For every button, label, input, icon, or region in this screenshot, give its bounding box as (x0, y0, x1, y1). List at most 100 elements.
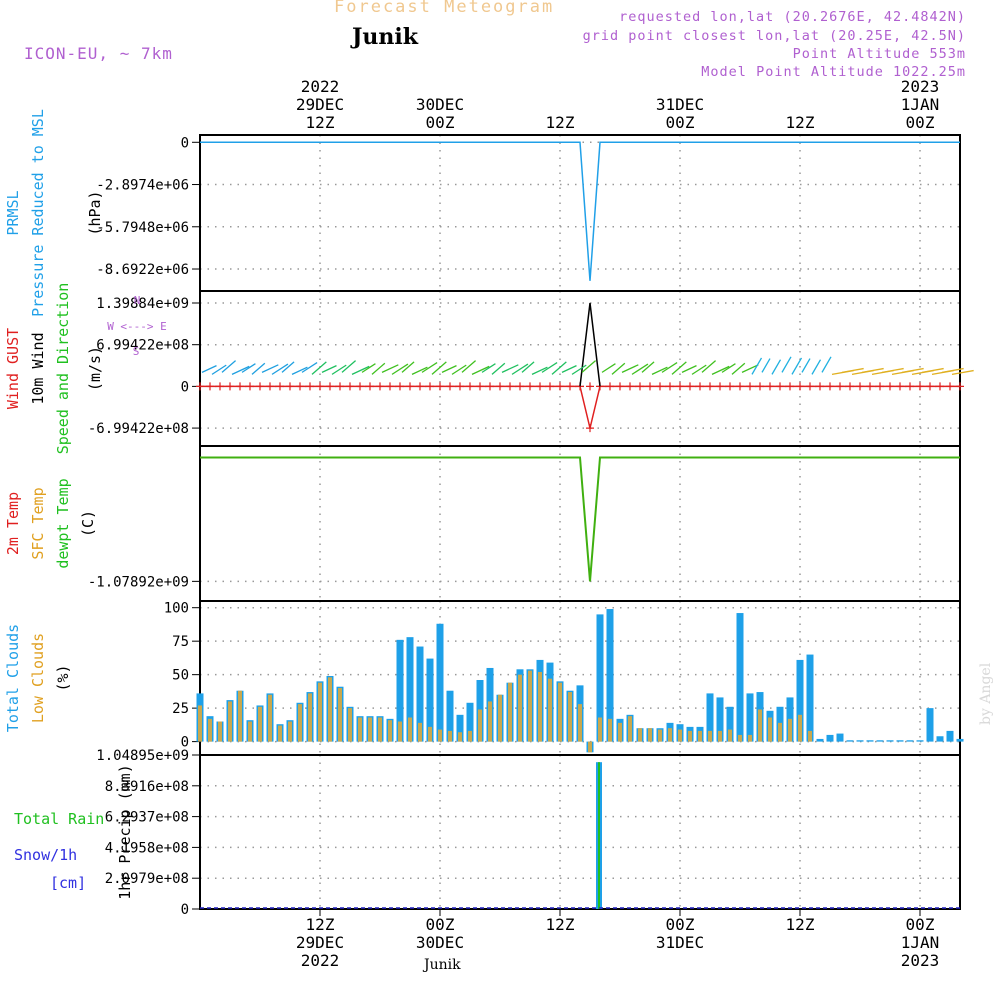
wind-arrow (601, 363, 616, 373)
total-cloud-bar (876, 740, 884, 742)
low-cloud-bar (738, 734, 742, 742)
time-label-bottom: 30DEC (416, 933, 464, 952)
grid-point-coords: grid point closest lon,lat (20.25E, 42.5… (582, 28, 966, 44)
time-label-top: 2023 (901, 77, 940, 96)
y-unit-label: (m/s) (86, 346, 104, 391)
wind-arrow (761, 358, 771, 373)
low-cloud-bar (288, 721, 292, 742)
total-cloud-bar (866, 740, 874, 742)
precip-title: [cm] (50, 874, 86, 892)
wind-arrow (711, 365, 730, 375)
time-label-top: 00Z (426, 113, 455, 132)
wind-arrow (201, 365, 217, 373)
low-cloud-bar (808, 730, 812, 742)
compass-label: N (134, 294, 141, 307)
y-tick-label: -1.07892e+09 (88, 574, 189, 590)
low-cloud-bar (208, 718, 212, 742)
y-tick-label: 8.3916e+08 (105, 779, 189, 795)
time-label-top: 00Z (666, 113, 695, 132)
low-cloud-bar (448, 730, 452, 742)
wind-arrow (351, 365, 370, 375)
low-cloud-bar (528, 670, 532, 742)
y-tick-label: 0 (181, 902, 189, 918)
panel-frame (199, 134, 961, 292)
wind-arrow (901, 367, 924, 374)
wind-arrow (221, 360, 237, 373)
wind-arrow (391, 363, 409, 375)
low-cloud-bar (728, 729, 732, 742)
compass-label: W <---> E (107, 320, 167, 333)
wind-arrow (751, 357, 763, 375)
low-cloud-bar (658, 729, 662, 742)
wind-arrow (691, 364, 707, 375)
low-cloud-bar (348, 708, 352, 742)
low-cloud-bar (608, 718, 612, 742)
total-cloud-bar (806, 654, 814, 742)
wind-arrow (471, 365, 490, 375)
time-label-bottom: 1JAN (901, 933, 940, 952)
model-altitude: Model Point Altitude 1022.25m (701, 64, 966, 80)
total-cloud-bar (716, 697, 724, 742)
time-label-top: 00Z (906, 113, 935, 132)
watermark: by Angel (978, 662, 994, 725)
wind-arrow (381, 364, 399, 373)
low-cloud-bar (698, 730, 702, 742)
wind-arrow (281, 361, 295, 373)
gust-marker (586, 424, 594, 433)
time-label-bottom: 12Z (306, 915, 335, 934)
y-axis-title: Speed and Direction (54, 283, 72, 455)
low-cloud-bar (578, 704, 582, 742)
wind-arrow (951, 369, 974, 376)
wind-arrow (781, 356, 792, 373)
wind-arrow (271, 363, 289, 375)
total-cloud-bar (746, 693, 754, 742)
low-cloud-bar (708, 730, 712, 742)
low-cloud-bar (248, 721, 252, 742)
wind-arrow (211, 364, 227, 375)
y-axis-title: Pressure Reduced to MSL (29, 109, 47, 317)
wind-arrow (401, 361, 415, 373)
low-cloud-bar (418, 722, 422, 742)
wind-arrow (811, 359, 822, 375)
wind-arrow (451, 364, 467, 375)
low-cloud-bar (228, 701, 232, 742)
total-cloud-bar (856, 740, 864, 742)
time-label-bottom: 31DEC (656, 933, 704, 952)
time-label-bottom: 00Z (666, 915, 695, 934)
wind-arrow (631, 363, 649, 375)
y-axis-title: Total Clouds (4, 624, 22, 732)
y-tick-label: 0 (181, 735, 189, 751)
low-cloud-bar (398, 721, 402, 742)
low-cloud-bar (748, 734, 752, 742)
chart-title: Forecast Meteogram (334, 0, 555, 17)
wind-arrow (251, 362, 266, 375)
total-cloud-bar (886, 740, 894, 742)
y-tick-label: 4.1958e+08 (105, 840, 189, 856)
low-cloud-bar (638, 728, 642, 742)
wind-arrow (501, 364, 519, 373)
wind-arrow (921, 367, 944, 374)
wind-arrow (581, 360, 597, 373)
y-axis-title: 10m Wind (29, 332, 47, 404)
time-label-bottom: 2022 (301, 951, 340, 970)
low-cloud-bar (378, 717, 382, 742)
total-cloud-bar (936, 736, 944, 742)
wind-arrow (841, 367, 864, 374)
wind-arrow (571, 364, 587, 375)
total-cloud-bar (896, 740, 904, 742)
footer-location: Junik (424, 957, 461, 973)
panel-frame (199, 754, 961, 910)
requested-coords: requested lon,lat (20.2676E, 42.4842N) (619, 9, 966, 25)
wind-arrow (611, 362, 626, 375)
low-cloud-bar (358, 717, 362, 742)
low-cloud-bar (628, 716, 632, 742)
low-cloud-bar (338, 688, 342, 742)
time-label-bottom: 12Z (546, 915, 575, 934)
wind-arrow (291, 366, 308, 375)
wind-arrow (331, 364, 347, 375)
wind-arrow (651, 366, 668, 375)
time-label-bottom: 2023 (901, 951, 940, 970)
wind-arrow (261, 364, 279, 373)
low-cloud-bar (588, 741, 592, 753)
total-cloud-bar (916, 740, 924, 742)
